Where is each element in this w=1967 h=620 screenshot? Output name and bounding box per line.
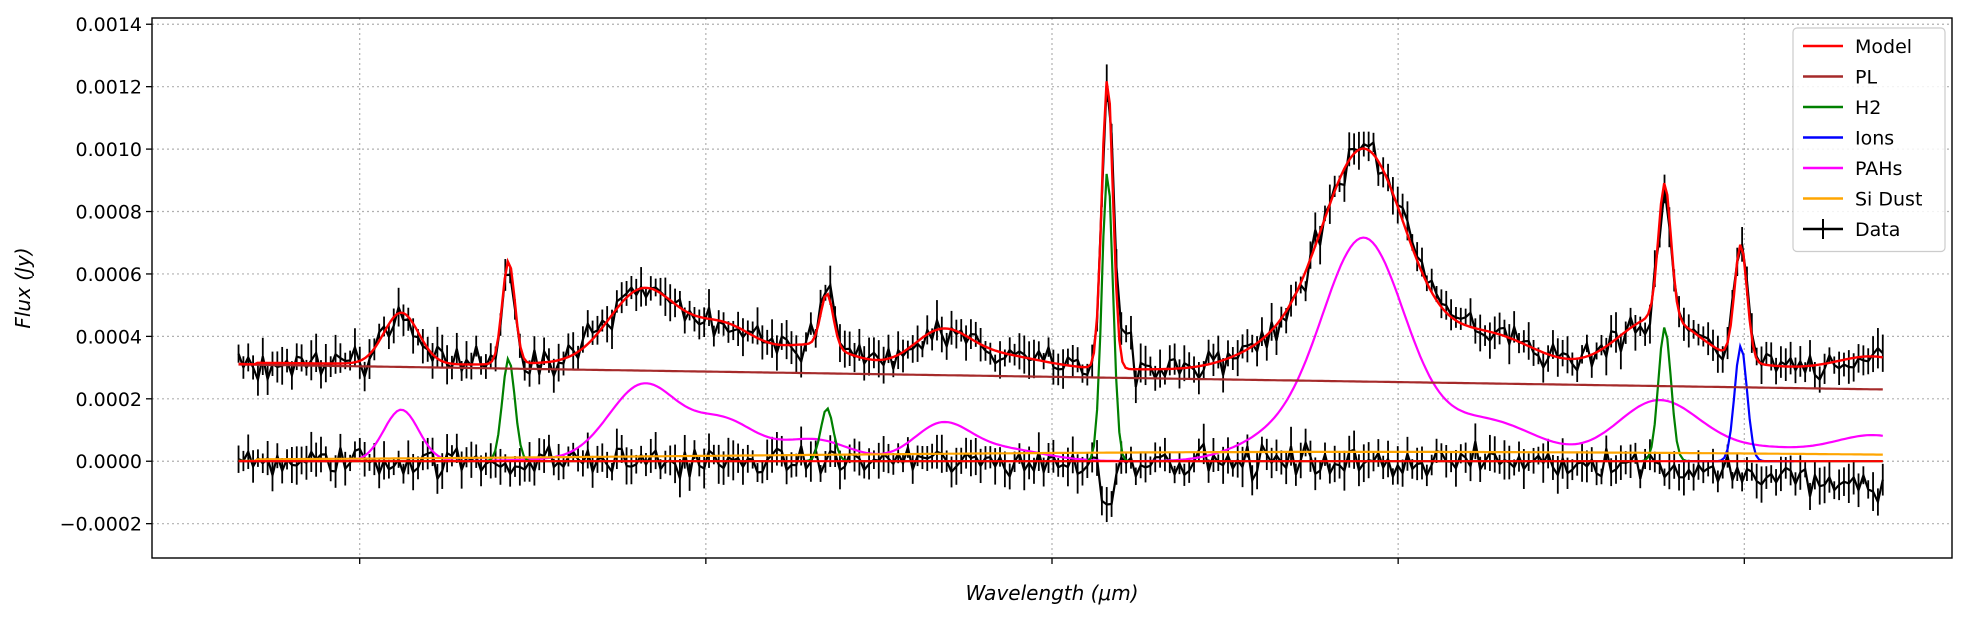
legend-label-data: Data <box>1855 219 1900 241</box>
y-tick-label: 0.0004 <box>76 326 142 348</box>
y-tick-label: 0.0000 <box>76 451 142 473</box>
legend-label-h2: H2 <box>1855 97 1881 119</box>
y-tick-label: 0.0008 <box>76 202 142 224</box>
legend-label-pl: PL <box>1855 67 1877 89</box>
y-tick-label: 0.0006 <box>76 264 142 286</box>
legend-label-model: Model <box>1855 36 1912 58</box>
y-tick-label: 0.0012 <box>76 77 142 99</box>
pl-series <box>238 363 1883 391</box>
grid-lines <box>152 18 1952 558</box>
legend-label-pahs: PAHs <box>1855 158 1902 180</box>
legend-frame <box>1792 27 1946 253</box>
x-axis-label: Wavelength (μm) <box>966 581 1139 605</box>
y-tick-label: 0.0010 <box>76 139 142 161</box>
y-tick-label: 0.0014 <box>76 14 142 36</box>
legend: Model PL H2 Ions PAHs Si Dust Data <box>1792 27 1946 253</box>
legend-label-ions: Ions <box>1855 128 1894 150</box>
y-tick-label: 0.0002 <box>76 389 142 411</box>
legend-label-si-dust: Si Dust <box>1855 189 1922 211</box>
model-series <box>238 81 1883 371</box>
axis-ticks: −0.0002 0.0000 0.0002 0.0004 0.0006 0.0008 0.0… <box>60 14 1745 564</box>
y-tick-label: −0.0002 <box>60 514 142 536</box>
pahs-series <box>238 236 1883 463</box>
y-axis-label: Flux (Jy) <box>11 247 35 328</box>
series-layer <box>237 64 1884 523</box>
si-dust-series <box>238 450 1883 462</box>
